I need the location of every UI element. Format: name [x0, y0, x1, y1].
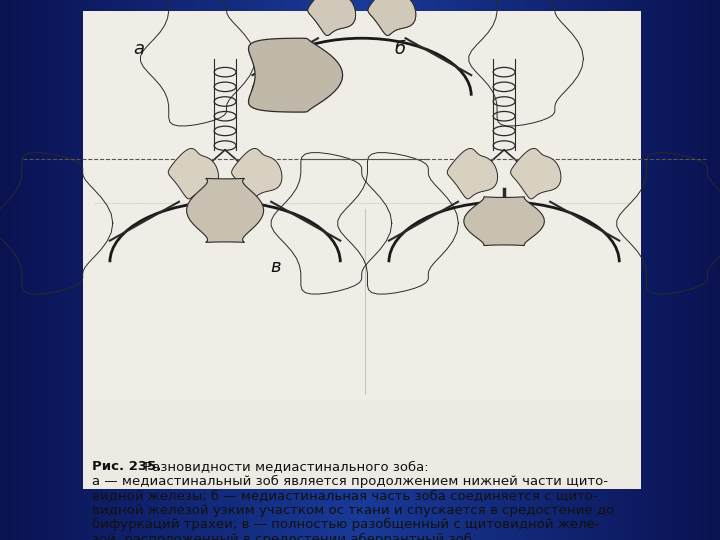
Polygon shape: [447, 148, 498, 199]
Polygon shape: [186, 178, 264, 242]
Text: а: а: [133, 40, 144, 58]
Polygon shape: [308, 0, 356, 36]
Text: видной железы; б — медиастинальная часть зоба соединяется с щито-: видной железы; б — медиастинальная часть…: [92, 489, 598, 502]
Text: бифуркаций трахеи; в — полностью разобщенный с щитовидной желе-: бифуркаций трахеи; в — полностью разобще…: [92, 518, 600, 531]
Polygon shape: [232, 148, 282, 199]
Polygon shape: [368, 0, 415, 36]
Bar: [83, 11, 641, 400]
Polygon shape: [308, 0, 356, 36]
Polygon shape: [248, 38, 343, 112]
Text: зой, расположенный в средостении аберрантный зоб: зой, расположенный в средостении аберран…: [92, 533, 472, 540]
Text: Рис. 235.: Рис. 235.: [92, 460, 161, 473]
Polygon shape: [368, 0, 415, 36]
Polygon shape: [464, 197, 544, 246]
Polygon shape: [510, 148, 561, 199]
Text: видной железой узким участком ос ткани и спускается в средостение до: видной железой узким участком ос ткани и…: [92, 504, 614, 517]
Text: а — медиастинальный зоб является продолжением нижней части щито-: а — медиастинальный зоб является продолж…: [92, 475, 608, 488]
Polygon shape: [168, 148, 219, 199]
Text: б: б: [395, 40, 405, 58]
Bar: [83, 400, 641, 489]
Text: в: в: [271, 258, 282, 276]
Text: Разновидности медиастинального зоба:: Разновидности медиастинального зоба:: [140, 460, 429, 473]
